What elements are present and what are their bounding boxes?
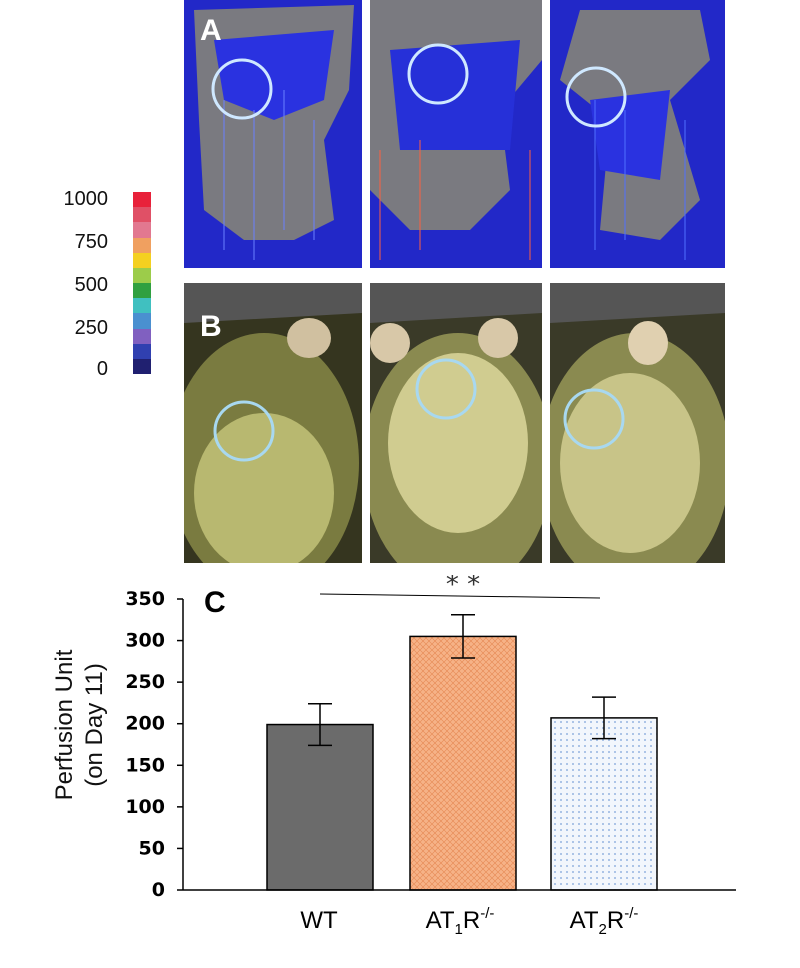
scale-tick: 750: [74, 231, 108, 253]
color-scale-swatch: [133, 313, 151, 329]
perfusion-image-at1r: [370, 0, 542, 268]
roi-circle: [407, 43, 469, 105]
color-scale-swatch: [133, 343, 151, 360]
color-scale-swatch: [133, 328, 151, 345]
y-tick-label: 150: [125, 754, 165, 776]
color-scale-swatch: [133, 283, 151, 299]
roi-circle: [213, 400, 275, 462]
x-tick-label-wt: WT: [300, 907, 338, 934]
bar-at2r: [550, 717, 658, 891]
x-tick-label-at1r: AT1R-/-: [426, 905, 495, 938]
color-scale-swatch: [133, 358, 151, 375]
error-bar: [592, 696, 616, 740]
perfusion-bar-chart: C 0 50 100 150 200 250 300 350 * * Perfusion Un…: [51, 575, 736, 938]
y-tick-label: 250: [125, 671, 165, 693]
roi-circle: [565, 66, 627, 128]
x-tick-label-at2r: AT2R-/-: [570, 905, 639, 938]
scale-tick: 500: [74, 274, 108, 296]
scale-tick: 250: [74, 317, 108, 339]
y-tick-label: 300: [125, 630, 165, 652]
roi-circle: [563, 388, 625, 450]
wound-photo-wt: [184, 283, 362, 563]
color-scale-swatch: [133, 237, 151, 254]
color-scale-swatch: [133, 267, 151, 284]
y-tick-label: 100: [125, 796, 165, 818]
bar-wt: [266, 723, 374, 891]
error-bar: [451, 614, 475, 659]
perfusion-image-wt: [184, 0, 362, 268]
color-scale-swatch: [133, 192, 151, 208]
bar-at1r: [409, 635, 517, 891]
color-scale-bar: [133, 192, 151, 375]
color-scale-swatch: [133, 207, 151, 223]
panel-label-a: A: [200, 14, 222, 47]
y-tick-label: 50: [139, 837, 165, 859]
y-axis-label-line2: (on Day 11): [81, 663, 108, 787]
color-scale-swatch: [133, 222, 151, 238]
error-bar: [308, 703, 332, 747]
roi-circle: [211, 58, 273, 120]
y-tick-label: 350: [125, 588, 165, 610]
y-tick-label: 200: [125, 713, 165, 735]
color-scale-swatch: [133, 298, 151, 314]
significance-marker: * *: [446, 575, 480, 600]
panel-label-b: B: [200, 310, 222, 343]
scale-tick: 1000: [63, 188, 109, 210]
roi-circle: [415, 358, 477, 420]
y-tick-label: 0: [152, 879, 165, 901]
wound-photo-at1r: [370, 283, 542, 563]
scale-tick: 0: [96, 358, 108, 380]
perfusion-image-at2r: [550, 0, 725, 268]
wound-photo-at2r: [550, 283, 725, 563]
color-scale-swatch: [133, 252, 151, 269]
significance-line: [319, 593, 601, 599]
y-axis-label-line1: Perfusion Unit: [51, 649, 78, 800]
panel-label-c: C: [204, 586, 226, 619]
